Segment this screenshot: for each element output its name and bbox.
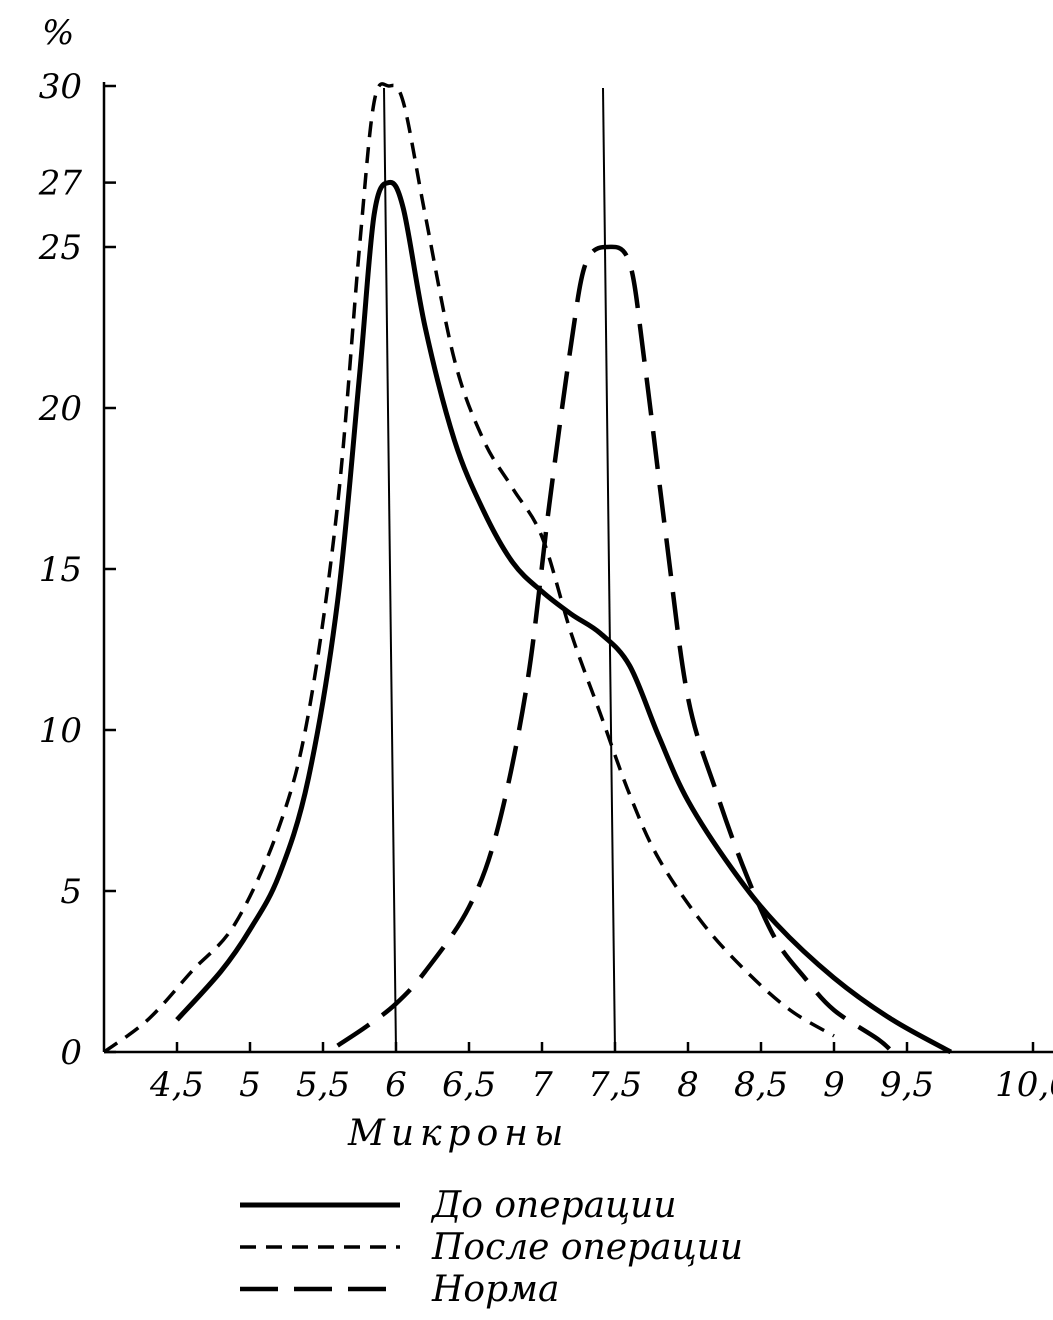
x-tick-label: 9,5 [880,1065,934,1105]
x-tick-label: 8 [677,1065,699,1105]
x-tick-label: 7,5 [588,1065,642,1105]
series-layer [102,82,953,1055]
legend-label: Норма [431,1269,559,1310]
y-tick-label: 27 [38,164,83,204]
y-tick-label: 10 [39,711,82,751]
x-ticks: 4,5 5 5,5 6 6,5 7 7,5 8 8,5 9 9,5 10,6 [149,1042,1053,1105]
x-tick-label: 5 [239,1065,261,1105]
x-axis-title: Микроны [347,1113,569,1154]
series-line-long-dash [336,244,894,1054]
series-line-solid [175,179,953,1055]
x-tick-label: 10,6 [995,1065,1053,1105]
x-tick-label: 8,5 [734,1065,788,1105]
x-tick-label: 7 [531,1065,553,1105]
x-tick-label: 6,5 [442,1065,496,1105]
reference-line [383,87,397,1053]
x-tick-label: 9 [823,1065,845,1105]
y-tick-label: 15 [39,550,82,590]
y-axis-unit-label: % [42,13,74,53]
legend-label: После операции [431,1227,743,1268]
y-tick-label: 25 [38,228,82,268]
legend-label: До операции [430,1185,677,1226]
reference-line [602,87,616,1053]
x-tick-label: 4,5 [149,1065,204,1105]
y-tick-label: 5 [60,872,82,912]
y-tick-label: 0 [60,1033,82,1073]
reference-lines [383,87,616,1053]
x-tick-label: 5,5 [296,1065,350,1105]
y-tick-label: 20 [38,389,82,429]
y-ticks: 0 5 10 15 20 25 27 30 [38,67,116,1073]
y-tick-label: 30 [39,67,82,107]
axes [102,82,1053,1054]
series-line-short-dash [102,82,835,1054]
x-tick-label: 6 [385,1065,407,1105]
